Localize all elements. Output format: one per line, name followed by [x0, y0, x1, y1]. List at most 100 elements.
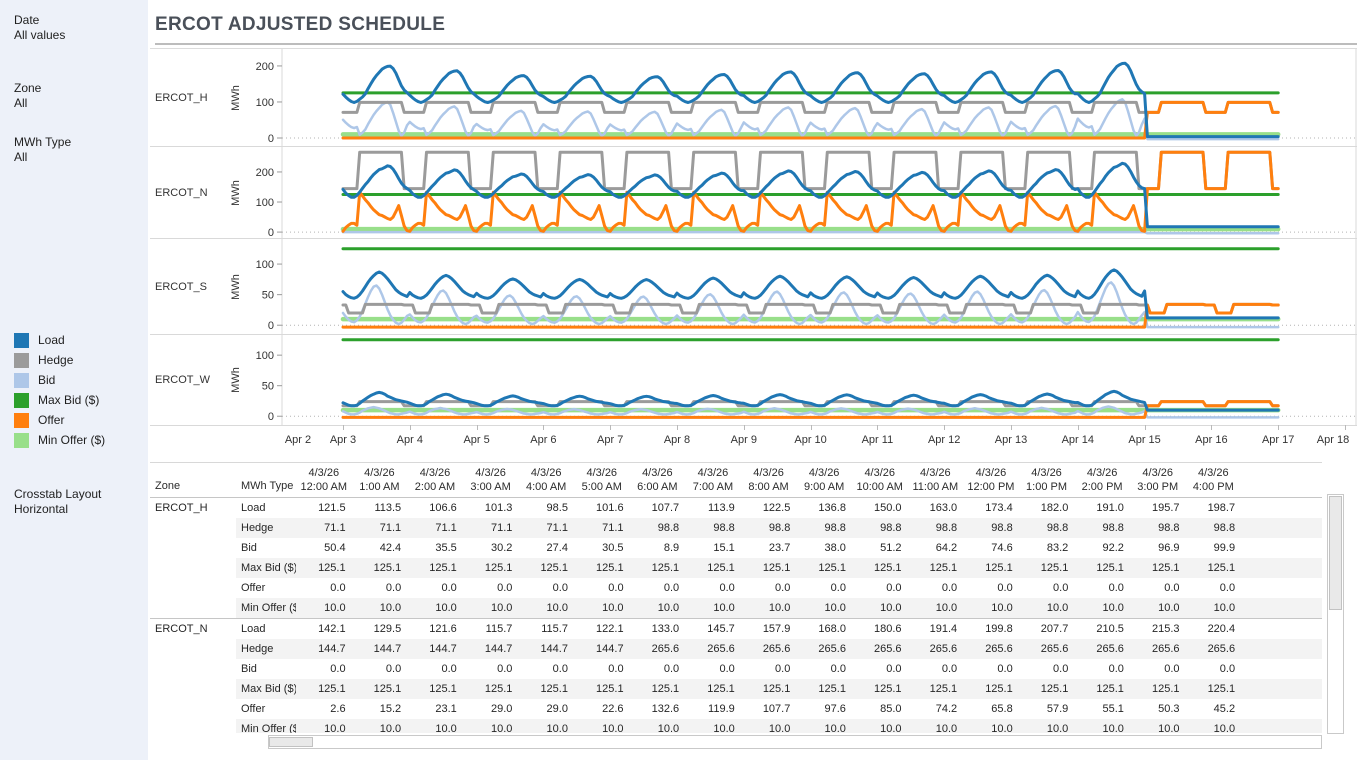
value-cell: 98.8: [851, 518, 908, 538]
header-date: 4/3/26: [586, 467, 618, 479]
x-tick: [743, 425, 745, 430]
legend-item[interactable]: Bid: [14, 370, 105, 390]
filter-value[interactable]: All values: [14, 28, 66, 42]
legend-item[interactable]: Offer: [14, 410, 105, 430]
column-header-time[interactable]: 4/3/26 1:00 AM: [352, 463, 408, 497]
column-header-time[interactable]: 4/3/26 4:00 PM: [1186, 463, 1242, 497]
column-header-time[interactable]: 4/3/26 12:00 AM: [296, 463, 352, 497]
mwh-type-cell: Min Offer ($): [236, 719, 303, 733]
column-header-mwh-type[interactable]: MWh Type: [241, 480, 294, 492]
column-header-time[interactable]: 4/3/26 6:00 AM: [630, 463, 686, 497]
legend-item[interactable]: Max Bid ($): [14, 390, 105, 410]
table-row: Min Offer ($) 10.0 10.0 10.0 10.0 10.0 10.0 10.…: [150, 598, 1322, 618]
x-tick: [1011, 425, 1012, 430]
zone-cell: [150, 639, 236, 659]
x-tick: [610, 425, 612, 430]
mwh-type-cell: Hedge: [236, 518, 296, 538]
y-tick-label: 0: [268, 411, 274, 423]
column-header-time[interactable]: 4/3/26 11:00 AM: [908, 463, 964, 497]
value-cell: 150.0: [874, 502, 902, 514]
value-cell: 10.0: [1074, 598, 1130, 618]
filter-value[interactable]: All: [14, 96, 28, 110]
column-header-time[interactable]: 4/3/26 2:00 PM: [1074, 463, 1130, 497]
series-hedge: [341, 302, 1280, 315]
chart-rows: ERCOT_H MWh 0 100 200 ERCOT_N MWh 0 100 200 ERCOT_…: [150, 48, 1357, 426]
chart-plot-ercot_n[interactable]: 0 100 200: [250, 147, 1357, 239]
crosstab-header: Zone MWh Type 4/3/26 12:00 AM 4/3/26 1:00 AM 4…: [150, 463, 1322, 498]
value-cell: 144.7: [462, 639, 519, 659]
value-cell: 10.0: [963, 598, 1019, 618]
series-offer: [341, 302, 1280, 329]
horizontal-scrollbar[interactable]: [268, 735, 1322, 749]
header-date: 4/3/26: [308, 467, 340, 479]
column-header-time[interactable]: 4/3/26 5:00 AM: [574, 463, 630, 497]
filter-mwh-type[interactable]: MWh Type All: [14, 135, 71, 165]
value-cell: 10.0: [351, 598, 408, 618]
legend-item[interactable]: Load: [14, 330, 105, 350]
crosstab-layout-parameter[interactable]: Crosstab Layout Horizontal: [14, 487, 101, 517]
value-cell: 106.6: [429, 502, 457, 514]
column-header-time[interactable]: 4/3/26 3:00 AM: [463, 463, 519, 497]
chart-plot-ercot_s[interactable]: 0 50 100: [250, 239, 1357, 335]
column-header-time[interactable]: 4/3/26 7:00 AM: [685, 463, 741, 497]
column-header-time[interactable]: 4/3/26 2:00 AM: [407, 463, 463, 497]
legend-item[interactable]: Hedge: [14, 350, 105, 370]
value-cell: 125.1: [407, 558, 463, 578]
value-cell: 27.4: [546, 542, 568, 554]
filter-zone[interactable]: Zone All: [14, 81, 41, 111]
column-header-time[interactable]: 4/3/26 10:00 AM: [852, 463, 908, 497]
column-header-time[interactable]: 4/3/26 9:00 AM: [796, 463, 852, 497]
vertical-scrollbar[interactable]: [1327, 494, 1344, 734]
filter-value[interactable]: All: [14, 150, 28, 164]
vertical-scrollbar-thumb[interactable]: [1329, 496, 1342, 610]
value-cell: 10.0: [462, 598, 519, 618]
header-date: 4/3/26: [475, 467, 506, 479]
value-cell: 220.4: [1207, 623, 1236, 635]
value-cell: 125.1: [1018, 679, 1075, 699]
value-cell: 107.7: [762, 703, 791, 715]
crosstab-table: Zone MWh Type 4/3/26 12:00 AM 4/3/26 1:00 AM 4…: [150, 462, 1322, 733]
column-header-zone[interactable]: Zone: [155, 480, 181, 492]
value-cell: 71.1: [296, 518, 352, 538]
x-tick-label: Apr 16: [1195, 434, 1228, 446]
series-bid: [341, 405, 1280, 419]
value-cell: 0.0: [1219, 582, 1236, 594]
filter-date[interactable]: Date All values: [14, 13, 65, 43]
value-cell: 64.2: [935, 542, 958, 554]
zone-label: ERCOT_H: [155, 91, 208, 104]
value-cell: 125.1: [1018, 558, 1075, 578]
value-cell: 98.8: [629, 518, 686, 538]
header-date: 4/3/26: [975, 467, 1007, 479]
crosstab-layout-value[interactable]: Horizontal: [14, 502, 69, 516]
mwh-type-cell: Offer: [241, 703, 266, 715]
value-cell: 98.8: [685, 518, 741, 538]
header-date: 4/3/26: [864, 467, 896, 479]
value-cell: 2.6: [330, 703, 346, 715]
value-cell: 10.0: [963, 719, 1019, 733]
value-cell: 0.0: [330, 663, 346, 675]
header-hour: 2:00 PM: [1081, 481, 1123, 493]
x-tick-label: Apr 13: [994, 434, 1028, 446]
legend-item[interactable]: Min Offer ($): [14, 430, 105, 450]
value-cell: 0.0: [1108, 663, 1124, 675]
column-header-time[interactable]: 4/3/26 12:00 PM: [963, 463, 1019, 497]
chart-plot-ercot_w[interactable]: 0 50 100: [250, 335, 1357, 426]
mwh-type-cell: Bid: [241, 542, 257, 554]
column-header-time[interactable]: 4/3/26 4:00 AM: [518, 463, 574, 497]
value-cell: 144.7: [351, 639, 408, 659]
column-header-time[interactable]: 4/3/26 3:00 PM: [1130, 463, 1186, 497]
horizontal-scrollbar-thumb[interactable]: [269, 737, 313, 747]
value-cell: 125.1: [1129, 679, 1186, 699]
column-header-time[interactable]: 4/3/26 1:00 PM: [1019, 463, 1075, 497]
value-cell: 163.0: [929, 502, 958, 514]
mwh-type-cell: Load: [241, 502, 266, 514]
header-hour: 9:00 AM: [803, 481, 845, 493]
x-tick-label: Apr 6: [530, 434, 557, 446]
value-cell: 125.1: [963, 558, 1019, 578]
x-tick: [877, 425, 879, 430]
column-header-time[interactable]: 4/3/26 8:00 AM: [741, 463, 797, 497]
chart-plot-ercot_h[interactable]: 0 100 200: [250, 49, 1357, 147]
value-cell: 0.0: [663, 663, 680, 675]
header-date: 4/3/26: [642, 467, 673, 479]
value-cell: 0.0: [330, 582, 346, 594]
